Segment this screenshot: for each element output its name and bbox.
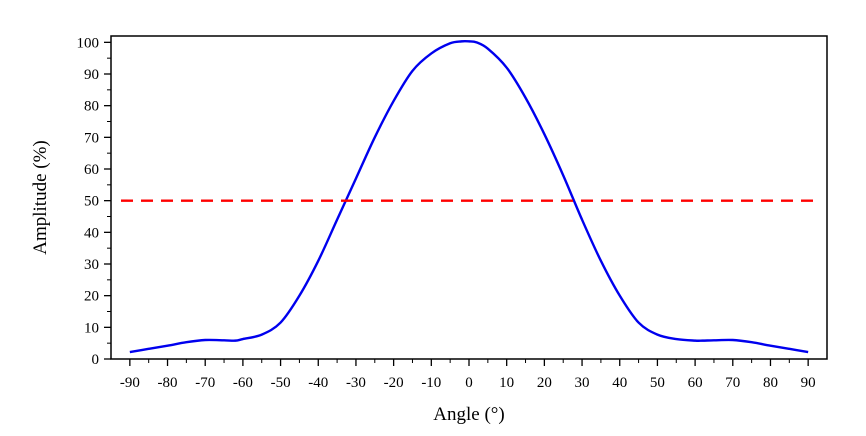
y-tick-label: 70 (84, 130, 99, 146)
plot-frame (110, 35, 828, 360)
y-tick-label: 60 (84, 162, 99, 178)
x-axis-title: Angle (°) (433, 404, 504, 425)
x-tick-label: 40 (612, 375, 627, 391)
y-axis-title: Amplitude (%) (30, 140, 51, 255)
x-tick-label: 50 (650, 375, 665, 391)
series-layer (121, 40, 817, 354)
plot-area (121, 40, 817, 354)
x-tick-label: -20 (384, 375, 404, 391)
y-tick-label: 100 (77, 35, 100, 51)
y-tick-label: 0 (92, 352, 100, 368)
x-tick-label: -90 (120, 375, 140, 391)
x-tick-label: 30 (575, 375, 590, 391)
x-tick-label: 80 (763, 375, 778, 391)
x-tick-label: -70 (195, 375, 215, 391)
x-tick-label: 70 (725, 375, 740, 391)
x-tick-label: 60 (688, 375, 703, 391)
x-tick-label: 90 (801, 375, 816, 391)
y-tick-label: 90 (84, 67, 99, 83)
x-axis: -90 -80 -70 -60 -50 -40 -30 -20 -10 0 10 20 30 40 50 60… (120, 359, 816, 391)
x-tick-label: -80 (158, 375, 178, 391)
y-tick-label: 20 (84, 289, 99, 305)
x-tick-label: -60 (233, 375, 253, 391)
y-tick-label: 10 (84, 320, 99, 336)
y-axis: 0 10 20 30 40 50 60 70 80 90 100 (77, 35, 111, 368)
x-tick-label: 20 (537, 375, 552, 391)
x-tick-label: -40 (308, 375, 328, 391)
y-tick-label: 30 (84, 257, 99, 273)
x-tick-label: -10 (421, 375, 441, 391)
y-tick-label: 80 (84, 99, 99, 115)
amplitude-curve (129, 40, 809, 354)
y-tick-label: 40 (84, 225, 99, 241)
x-tick-label: -30 (346, 375, 366, 391)
x-tick-label: 0 (465, 375, 473, 391)
x-tick-label: -50 (271, 375, 291, 391)
x-tick-label: 10 (499, 375, 514, 391)
y-tick-label: 50 (84, 194, 99, 210)
